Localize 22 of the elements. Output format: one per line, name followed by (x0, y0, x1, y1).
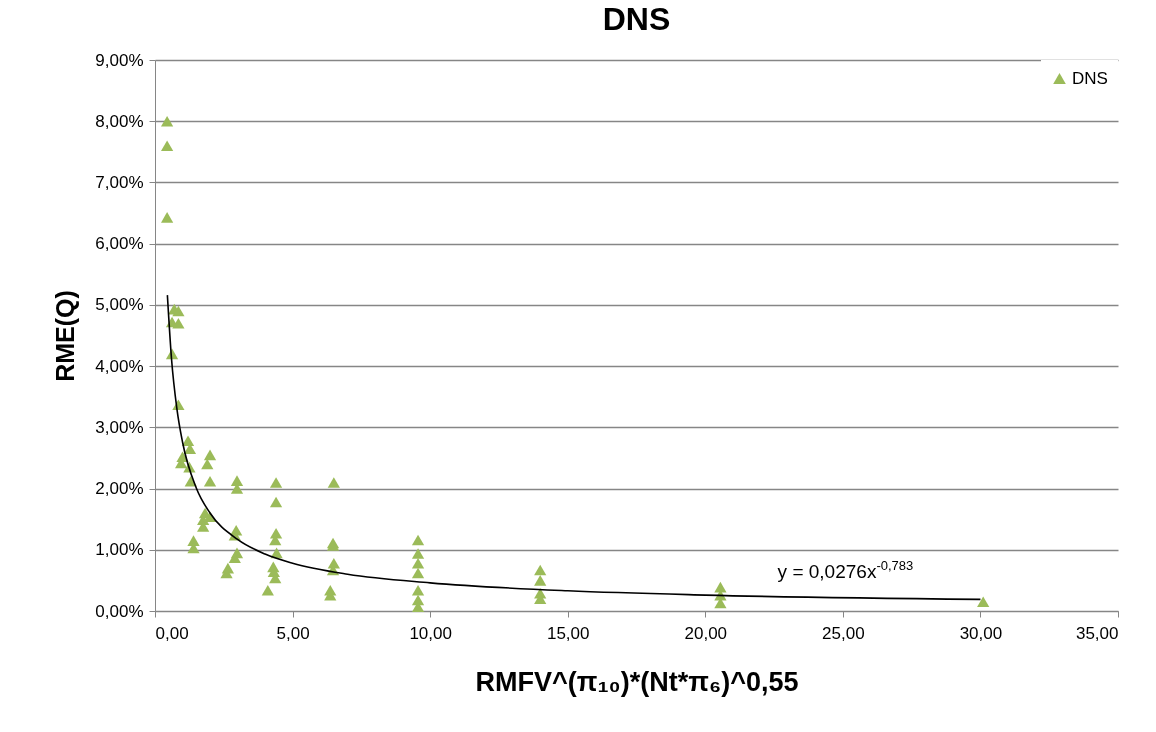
x-tick-label: 25,00 (822, 623, 865, 643)
y-tick-label: 5,00% (95, 295, 144, 315)
x-axis-title: RMFV^(π₁₀)*(Nt*π₆)^0,55 (475, 666, 799, 697)
y-tick-label: 8,00% (95, 111, 144, 131)
x-tick-label: 5,00 (276, 623, 310, 643)
y-axis-title: RME(Q) (51, 290, 80, 382)
x-tick-label: 35,00 (1075, 623, 1119, 643)
y-tick-label: 1,00% (95, 540, 144, 560)
chart-title: DNS (602, 1, 671, 37)
x-tick-label: 20,00 (684, 623, 728, 643)
y-tick-label: 2,00% (95, 479, 144, 499)
legend-label: DNS (1072, 68, 1108, 88)
x-tick-label: 15,00 (546, 623, 590, 643)
x-tick-label: 0,00 (155, 623, 189, 643)
y-tick-label: 0,00% (95, 601, 144, 621)
y-tick-label: 4,00% (95, 356, 144, 376)
y-tick-label: 7,00% (95, 172, 144, 192)
x-tick-label: 30,00 (959, 623, 1003, 643)
x-tick-label: 10,00 (409, 623, 452, 643)
y-tick-label: 9,00% (95, 50, 144, 70)
y-tick-label: 3,00% (95, 417, 144, 437)
y-tick-label: 6,00% (95, 234, 144, 254)
